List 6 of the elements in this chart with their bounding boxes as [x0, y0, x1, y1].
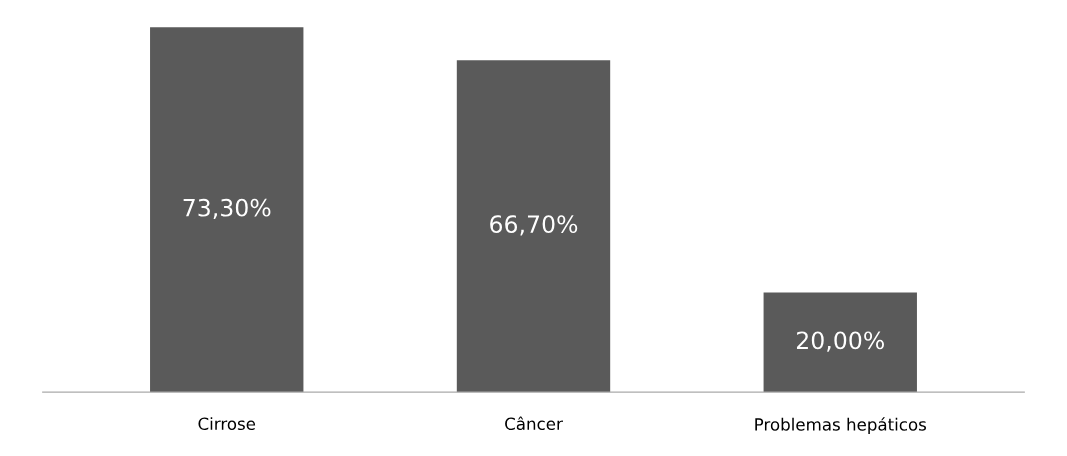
x-tick-label: Problemas hepáticos	[755, 417, 927, 434]
data-label: 66,70%	[490, 215, 578, 236]
data-label: 20,00%	[796, 331, 884, 352]
x-tick-label: Câncer	[505, 416, 563, 431]
x-tick-label: Cirrose	[198, 417, 256, 431]
data-label: 73,30%	[183, 198, 271, 220]
